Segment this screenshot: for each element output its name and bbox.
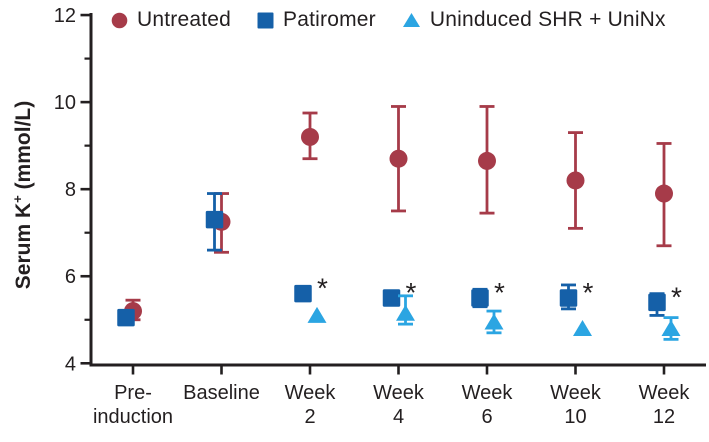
square-marker-icon	[257, 12, 274, 28]
marker-untreated-week-6	[478, 151, 496, 170]
y-tick-label-6: 6	[65, 266, 76, 288]
y-axis-title-text: Serum K	[12, 202, 35, 290]
marker-uninduced-shr-uninx-week-6	[484, 313, 504, 330]
x-tick-label-week-6-line1: Week	[462, 382, 514, 404]
x-tick-label-week-10-line1: Week	[550, 382, 602, 404]
x-tick-label-week-2-line2: 2	[304, 406, 315, 428]
marker-untreated-week-12	[655, 184, 673, 203]
x-tick-label-week-4-line1: Week	[373, 382, 425, 404]
x-tick-label-week-2-line1: Week	[285, 382, 337, 404]
x-tick-label-week-12-line2: 12	[653, 406, 675, 428]
y-tick-label-4: 4	[65, 353, 76, 375]
triangle-marker-icon	[402, 13, 420, 27]
legend-item-untreated: Untreated	[111, 8, 231, 32]
marker-patiromer-week-10	[559, 289, 578, 307]
marker-uninduced-shr-uninx-week-12	[661, 319, 681, 336]
significance-asterisk-patiromer-week-12: *	[671, 281, 682, 312]
x-tick-label-pre-induction-line1: Pre-	[114, 382, 152, 404]
y-tick-label-12: 12	[54, 5, 76, 27]
marker-uninduced-shr-uninx-week-4	[396, 304, 415, 321]
marker-patiromer-week-2	[294, 284, 312, 303]
significance-asterisk-patiromer-week-2: *	[317, 273, 328, 304]
y-axis-title: Serum K+ (mmol/L)	[10, 45, 38, 345]
marker-patiromer-week-6	[471, 289, 489, 307]
y-axis-title-unit: (mmol/L)	[12, 100, 35, 196]
legend-label-patiromer: Patiromer	[283, 8, 376, 31]
marker-uninduced-shr-uninx-week-10	[573, 319, 592, 336]
marker-untreated-week-2	[301, 127, 319, 146]
x-tick-label-week-6-line2: 6	[481, 406, 492, 428]
x-tick-label-pre-induction-line2: induction	[93, 406, 173, 428]
x-tick-label-week-12-line1: Week	[639, 382, 691, 404]
circle-marker-icon	[111, 12, 128, 28]
significance-asterisk-patiromer-week-6: *	[494, 277, 505, 308]
marker-untreated-week-10	[566, 171, 585, 190]
marker-patiromer-baseline	[205, 210, 224, 229]
marker-patiromer-week-4	[382, 289, 401, 307]
x-tick-label-week-10-line2: 10	[564, 406, 586, 428]
legend-item-uninduced: Uninduced SHR + UniNx	[402, 8, 666, 32]
y-axis-title-superscript: +	[10, 195, 25, 203]
marker-untreated-week-4	[389, 149, 408, 168]
marker-uninduced-shr-uninx-week-2	[307, 306, 327, 323]
legend-item-patiromer: Patiromer	[257, 8, 376, 32]
significance-asterisk-patiromer-week-10: *	[583, 277, 594, 308]
significance-asterisk-patiromer-week-4: *	[406, 277, 417, 308]
legend-label-uninduced: Uninduced SHR + UniNx	[429, 8, 666, 31]
x-tick-label-baseline-line1: Baseline	[183, 382, 260, 404]
legend: Untreated Patiromer Uninduced SHR + UniN…	[111, 8, 666, 32]
y-tick-label-10: 10	[54, 92, 76, 114]
marker-patiromer-pre-induction	[117, 308, 135, 327]
y-tick-label-8: 8	[65, 179, 76, 201]
legend-label-untreated: Untreated	[137, 8, 232, 31]
marker-patiromer-week-12	[648, 293, 666, 312]
x-tick-label-week-4-line2: 4	[393, 406, 404, 428]
